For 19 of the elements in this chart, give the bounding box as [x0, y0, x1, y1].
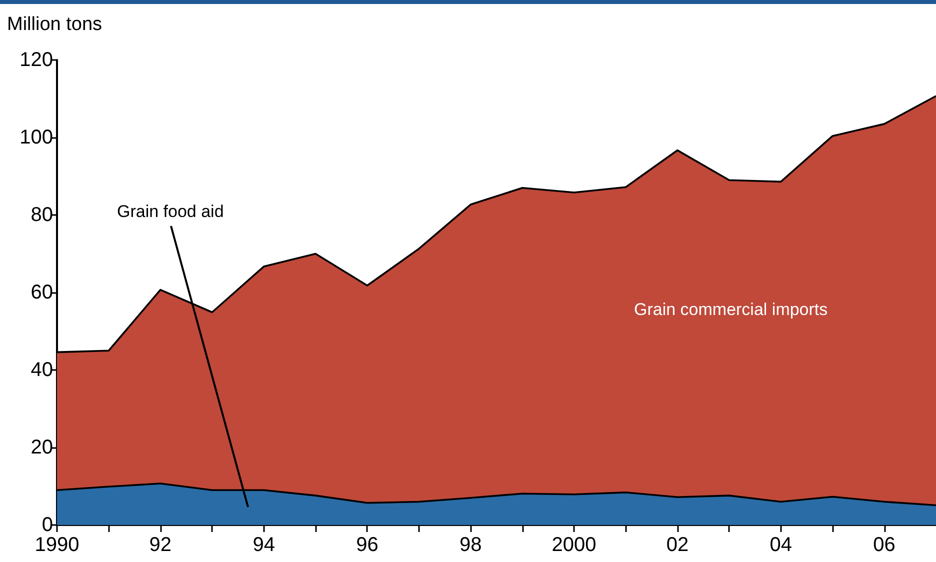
x-tick-label: 92	[149, 534, 172, 556]
y-tick-label: 40	[30, 359, 53, 381]
text: Grain food aid	[117, 202, 224, 222]
x-tick-label: 04	[770, 534, 792, 556]
y-tick-label: 80	[30, 204, 53, 226]
y-tick-label: 0	[42, 514, 53, 536]
x-tick-label: 98	[460, 534, 482, 556]
series-label: Grain commercial imports	[634, 300, 828, 320]
x-tick-label: 1990	[34, 534, 80, 556]
y-tick-label: 100	[20, 126, 53, 148]
y-tick-label: 60	[30, 282, 53, 304]
x-tick-label: 02	[666, 534, 689, 556]
y-tick-label: 20	[30, 436, 53, 458]
x-tick-label: 06	[873, 534, 896, 556]
x-tick-label: 2000	[552, 534, 596, 556]
y-axis-title: Million tons	[7, 14, 102, 35]
y-tick-label: 120	[20, 49, 53, 71]
x-tick-label: 94	[252, 534, 275, 556]
x-tick-label: 96	[356, 534, 378, 556]
